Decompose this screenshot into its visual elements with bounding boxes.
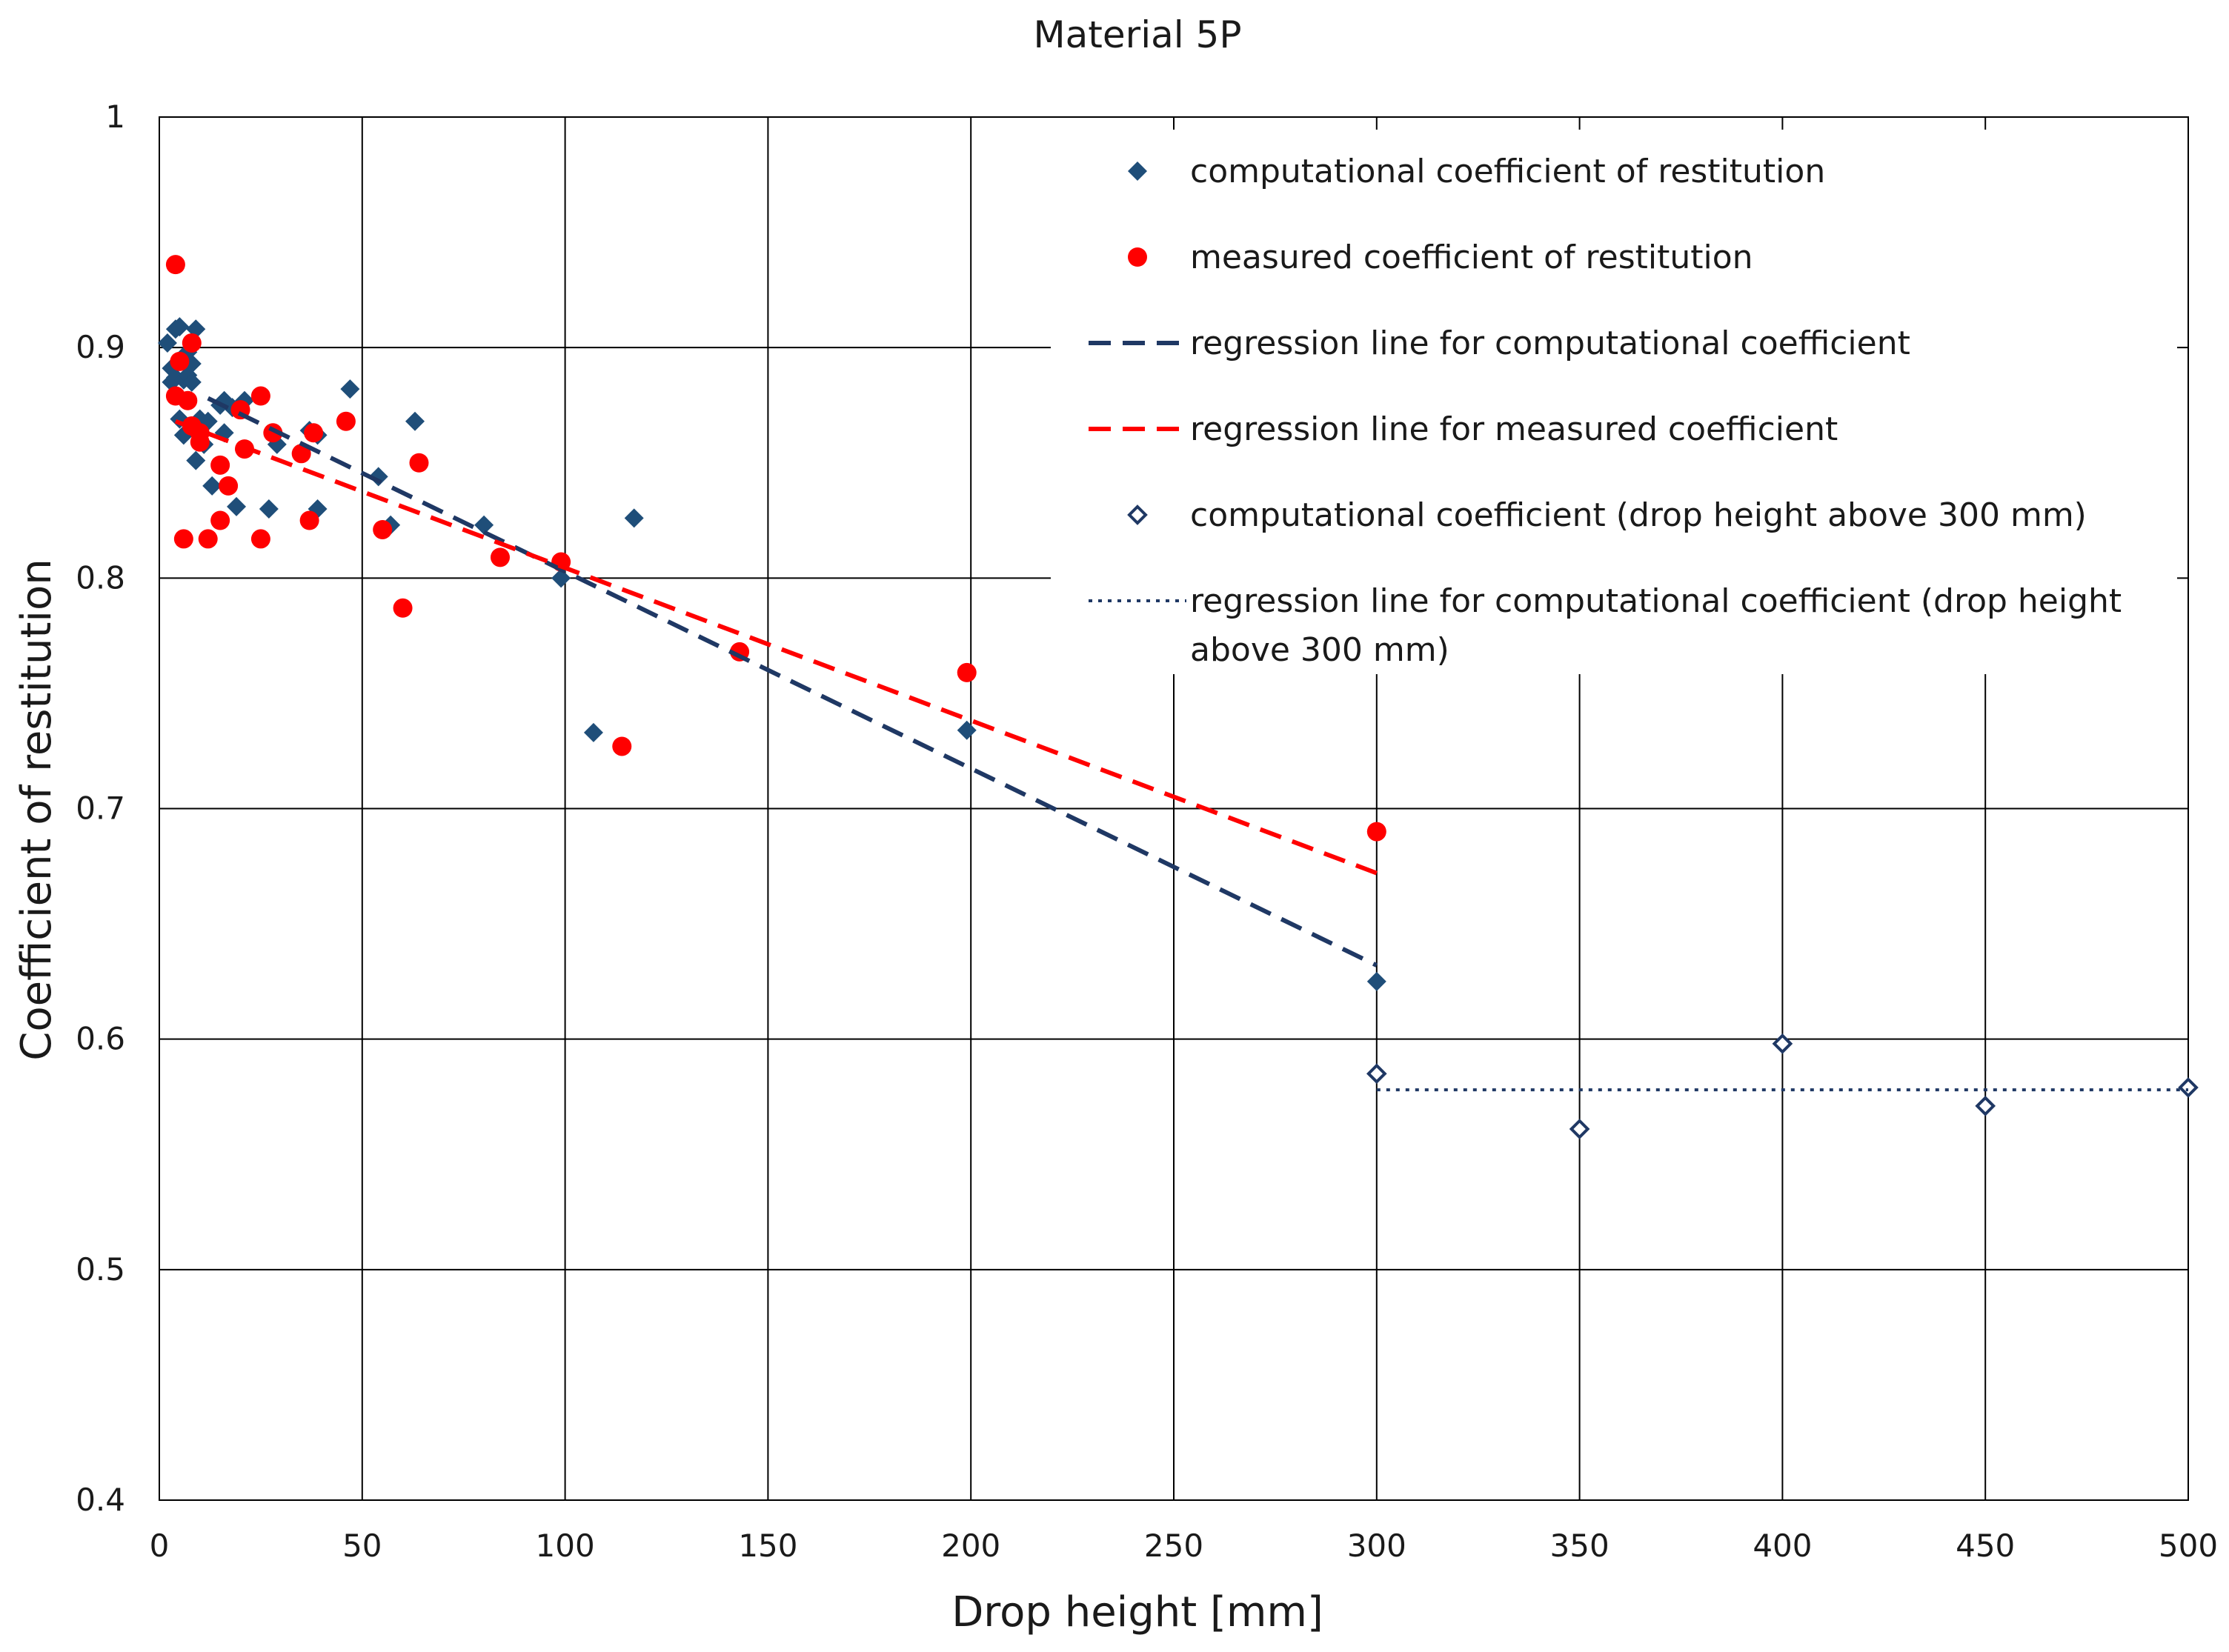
data-point bbox=[1772, 1033, 1793, 1054]
x-axis-label: Drop height [mm] bbox=[951, 1588, 1323, 1636]
data-point bbox=[957, 662, 977, 682]
y-tick-label: 0.6 bbox=[76, 1021, 125, 1057]
y-tick-label: 1 bbox=[105, 99, 125, 135]
x-tick-label: 100 bbox=[536, 1528, 595, 1564]
x-tick-label: 150 bbox=[738, 1528, 797, 1564]
legend-item: regression line for computational coeffi… bbox=[1089, 324, 1910, 362]
x-tick-label: 450 bbox=[1956, 1528, 2015, 1564]
data-point bbox=[210, 510, 230, 530]
data-point bbox=[336, 411, 356, 431]
data-point bbox=[368, 467, 388, 487]
legend-item: computational coefficient of restitution bbox=[1128, 153, 1825, 190]
y-tick-label: 0.7 bbox=[76, 790, 125, 827]
data-point bbox=[227, 496, 247, 516]
legend-marker-symbol bbox=[1128, 247, 1147, 267]
data-point bbox=[405, 411, 425, 431]
data-point bbox=[304, 423, 324, 443]
data-point bbox=[409, 453, 429, 473]
data-point bbox=[178, 390, 198, 410]
data-point bbox=[202, 476, 222, 496]
y-tick-label: 0.4 bbox=[76, 1482, 125, 1518]
data-point bbox=[1569, 1119, 1590, 1139]
legend-label: computational coefficient of restitution bbox=[1190, 153, 1825, 190]
data-point bbox=[173, 529, 193, 549]
legend-label-line: computational coefficient of restitution bbox=[1190, 153, 1825, 190]
tick-labels: 0 50 100 150 200 250 300 350 400 450 500 0.4 0.5 0.6 0… bbox=[76, 99, 2218, 1564]
data-point bbox=[210, 455, 230, 475]
data-point bbox=[259, 499, 279, 519]
data-point bbox=[340, 379, 360, 399]
data-point bbox=[291, 444, 311, 464]
legend-marker-symbol bbox=[1127, 504, 1148, 525]
data-point bbox=[170, 351, 190, 371]
legend-item: computational coefficient (drop height a… bbox=[1127, 496, 2087, 534]
legend-label-line: regression line for measured coefficient bbox=[1190, 410, 1838, 448]
data-point bbox=[583, 722, 603, 742]
x-tick-label: 250 bbox=[1144, 1528, 1203, 1564]
data-point bbox=[299, 510, 319, 530]
x-tick-label: 50 bbox=[342, 1528, 382, 1564]
legend-label: regression line for computational coeffi… bbox=[1190, 582, 2122, 669]
legend-label-line: regression line for computational coeffi… bbox=[1190, 582, 2122, 620]
data-point bbox=[157, 333, 177, 353]
legend-label: measured coefficient of restitution bbox=[1190, 239, 1753, 276]
legend-label-line: computational coefficient (drop height a… bbox=[1190, 496, 2087, 534]
y-axis-label: Coefficient of restitution bbox=[13, 559, 61, 1060]
y-tick-label: 0.8 bbox=[76, 559, 125, 596]
data-point bbox=[182, 333, 202, 353]
data-point bbox=[1366, 822, 1386, 842]
series-points bbox=[165, 255, 1386, 842]
data-point bbox=[186, 450, 206, 470]
data-point bbox=[182, 372, 202, 392]
data-point bbox=[393, 598, 413, 618]
x-tick-label: 350 bbox=[1550, 1528, 1610, 1564]
y-tick-label: 0.9 bbox=[76, 329, 125, 365]
legend-background bbox=[1051, 130, 2177, 674]
legend-marker-symbol bbox=[1128, 161, 1147, 181]
legend-item: regression line for measured coefficient bbox=[1089, 410, 1838, 448]
x-tick-label: 500 bbox=[2159, 1528, 2218, 1564]
data-point bbox=[474, 515, 494, 535]
legend-label: regression line for measured coefficient bbox=[1190, 410, 1838, 448]
x-tick-label: 400 bbox=[1753, 1528, 1812, 1564]
legend-item: measured coefficient of restitution bbox=[1128, 239, 1753, 276]
data-point bbox=[957, 720, 977, 740]
data-point bbox=[182, 353, 202, 373]
x-tick-label: 200 bbox=[941, 1528, 1000, 1564]
data-point bbox=[198, 529, 218, 549]
legend-label: regression line for computational coeffi… bbox=[1190, 324, 1910, 362]
regression-line bbox=[207, 396, 1378, 967]
series-points bbox=[1366, 1033, 2199, 1139]
data-point bbox=[170, 317, 190, 337]
data-point bbox=[1366, 971, 1386, 991]
series-layer bbox=[157, 255, 2199, 1139]
data-point bbox=[219, 476, 239, 496]
plot-frame bbox=[159, 116, 2189, 1501]
x-tick-label: 0 bbox=[150, 1528, 170, 1564]
data-point bbox=[263, 423, 283, 443]
data-point bbox=[250, 529, 270, 549]
data-point bbox=[490, 547, 510, 567]
data-point bbox=[2178, 1077, 2199, 1098]
y-tick-label: 0.5 bbox=[76, 1251, 125, 1288]
series-points bbox=[157, 317, 1386, 991]
data-point bbox=[624, 508, 644, 528]
chart-title: Material 5P bbox=[1034, 13, 1242, 56]
legend: computational coefficient of restitution… bbox=[1051, 130, 2177, 674]
data-point bbox=[250, 386, 270, 406]
data-point bbox=[1366, 1063, 1387, 1085]
regression-line bbox=[174, 419, 1378, 876]
legend-item: regression line for computational coeffi… bbox=[1089, 582, 2122, 669]
data-point bbox=[551, 568, 571, 588]
data-point bbox=[1975, 1096, 1996, 1116]
legend-label: computational coefficient (drop height a… bbox=[1190, 496, 2087, 534]
legend-label-line: regression line for computational coeffi… bbox=[1190, 324, 1910, 362]
x-tick-label: 300 bbox=[1347, 1528, 1406, 1564]
data-point bbox=[373, 519, 393, 539]
data-point bbox=[165, 255, 185, 275]
legend-label-line: above 300 mm) bbox=[1190, 631, 1449, 669]
legend-label-line: measured coefficient of restitution bbox=[1190, 239, 1753, 276]
data-point bbox=[612, 736, 632, 756]
